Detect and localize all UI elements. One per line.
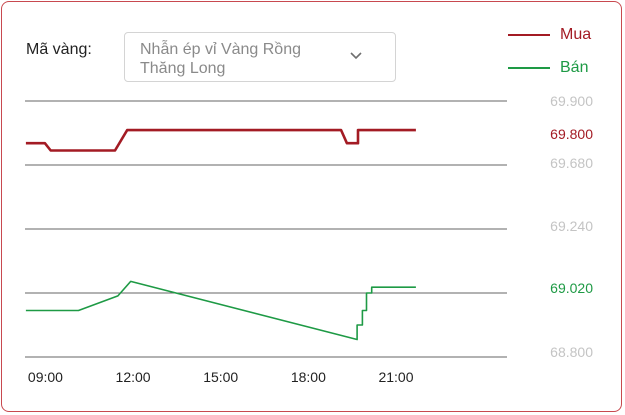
y-tick-label: 69.020 [550,280,593,296]
x-tick-label: 15:00 [203,369,238,385]
y-tick-label: 69.900 [550,93,593,109]
legend-line-buy [508,34,550,36]
chevron-down-icon [350,52,362,60]
y-tick-label: 68.800 [550,344,593,360]
legend-line-sell [508,67,550,69]
gold-type-label: Mã vàng: [26,41,92,58]
legend-label-buy: Mua [560,26,592,43]
series-line-buy [25,128,416,152]
gold-type-select[interactable]: Nhẫn ép vỉ Vàng Rồng Thăng Long [124,32,396,82]
legend-item-buy[interactable]: Mua [508,26,591,44]
y-tick-label: 69.800 [550,126,593,142]
series-line-sell [25,280,416,341]
gold-type-select-value: Nhẫn ép vỉ Vàng Rồng Thăng Long [140,41,301,77]
x-tick-label: 18:00 [291,369,326,385]
x-tick-label: 21:00 [378,369,413,385]
legend-label-sell: Bán [560,59,589,76]
y-tick-label: 69.680 [550,155,593,171]
legend-item-sell[interactable]: Bán [508,59,588,77]
x-tick-label: 09:00 [28,369,63,385]
y-tick-label: 69.240 [550,218,593,234]
x-tick-label: 12:00 [116,369,151,385]
